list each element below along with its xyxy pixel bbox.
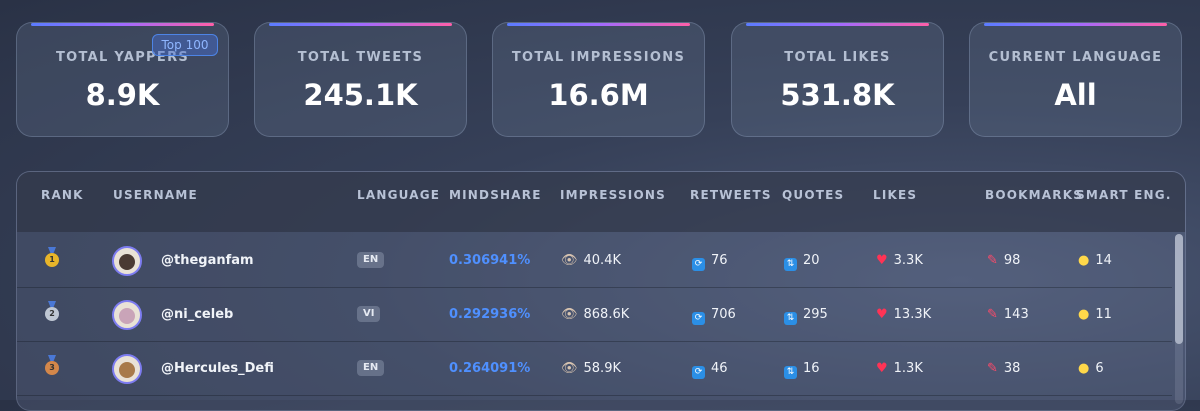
stat-card-current-language: CURRENT LANGUAGE All — [969, 22, 1182, 137]
quote-icon: ⇅ — [784, 366, 797, 379]
pushpin-icon: ✎ — [987, 307, 998, 322]
stat-label: TOTAL TWEETS — [297, 50, 424, 65]
retweet-icon: ⟳ — [692, 366, 705, 379]
stat-card-total-likes: TOTAL LIKES 531.8K — [731, 22, 944, 137]
smart-eng-value: 11 — [1095, 307, 1112, 322]
stat-label: CURRENT LANGUAGE — [988, 50, 1163, 65]
language-badge: EN — [357, 360, 385, 376]
table-row[interactable]: 2 @ni_celeb VI 0.292936% 👁 868.6K ⟳ 706 ⇅ 2… — [17, 288, 1172, 342]
bookmarks-value: 38 — [1003, 361, 1021, 376]
bookmarks-value: 143 — [1003, 307, 1029, 322]
stat-label: TOTAL LIKES — [784, 50, 891, 65]
quote-icon: ⇅ — [784, 258, 797, 271]
avatar[interactable] — [112, 246, 142, 276]
heart-icon: ♥ — [876, 361, 888, 376]
bookmarks-value: 98 — [1003, 253, 1021, 268]
retweets-value: 706 — [711, 307, 736, 322]
eye-icon: 👁 — [561, 361, 578, 376]
avatar[interactable] — [112, 300, 142, 330]
table-row[interactable]: 3 @Hercules_Defi EN 0.264091% 👁 58.9K ⟳ 46… — [17, 342, 1172, 396]
mindshare-value: 0.264091% — [449, 361, 531, 376]
stat-value: All — [1054, 78, 1097, 112]
pushpin-icon: ✎ — [987, 253, 998, 268]
retweets-value: 76 — [711, 253, 728, 268]
stats-bar: TOTAL YAPPERS Top 100 8.9K TOTAL TWEETS … — [16, 22, 1186, 140]
header-likes[interactable]: LIKES — [873, 188, 918, 202]
retweets-value: 46 — [711, 361, 728, 376]
bronze-medal-icon: 3 — [45, 361, 59, 375]
quotes-value: 295 — [803, 307, 828, 322]
header-impressions[interactable]: IMPRESSIONS — [560, 188, 666, 202]
mindshare-value: 0.306941% — [449, 253, 531, 268]
header-retweets[interactable]: RETWEETS — [690, 188, 772, 202]
quotes-value: 16 — [803, 361, 820, 376]
lightbulb-icon: ● — [1078, 253, 1090, 268]
likes-value: 1.3K — [893, 361, 923, 376]
lightbulb-icon: ● — [1078, 307, 1090, 322]
heart-icon: ♥ — [876, 253, 888, 268]
quotes-value: 20 — [803, 253, 820, 268]
table-header: RANK USERNAME LANGUAGE MINDSHARE IMPRESS… — [17, 172, 1185, 232]
heart-icon: ♥ — [876, 307, 888, 322]
stat-card-total-yappers: TOTAL YAPPERS Top 100 8.9K — [16, 22, 229, 137]
username[interactable]: @Hercules_Defi — [161, 361, 274, 376]
likes-value: 3.3K — [893, 253, 923, 268]
gold-medal-icon: 1 — [45, 253, 59, 267]
impressions-value: 868.6K — [583, 307, 630, 322]
header-rank[interactable]: RANK — [41, 188, 84, 202]
eye-icon: 👁 — [561, 253, 578, 268]
retweet-icon: ⟳ — [692, 312, 705, 325]
header-quotes[interactable]: QUOTES — [782, 188, 845, 202]
impressions-value: 40.4K — [583, 253, 621, 268]
stat-card-total-tweets: TOTAL TWEETS 245.1K — [254, 22, 467, 137]
likes-value: 13.3K — [893, 307, 932, 322]
pushpin-icon: ✎ — [987, 361, 998, 376]
stat-label: TOTAL IMPRESSIONS — [511, 50, 686, 65]
retweet-icon: ⟳ — [692, 258, 705, 271]
header-smart-eng[interactable]: SMART ENG. — [1076, 188, 1172, 202]
stat-value: 16.6M — [548, 78, 649, 112]
silver-medal-icon: 2 — [45, 307, 59, 321]
top-100-badge[interactable]: Top 100 — [152, 34, 218, 56]
mindshare-value: 0.292936% — [449, 307, 531, 322]
header-language[interactable]: LANGUAGE — [357, 188, 441, 202]
impressions-value: 58.9K — [583, 361, 621, 376]
header-mindshare[interactable]: MINDSHARE — [449, 188, 542, 202]
quote-icon: ⇅ — [784, 312, 797, 325]
language-badge: EN — [357, 252, 385, 268]
smart-eng-value: 6 — [1095, 361, 1104, 376]
avatar[interactable] — [112, 354, 142, 384]
language-badge: VI — [357, 306, 381, 322]
stat-value: 531.8K — [780, 78, 895, 112]
leaderboard-table: RANK USERNAME LANGUAGE MINDSHARE IMPRESS… — [16, 171, 1186, 411]
table-scrollbar[interactable] — [1175, 234, 1183, 404]
smart-eng-value: 14 — [1095, 253, 1112, 268]
stat-value: 245.1K — [303, 78, 418, 112]
eye-icon: 👁 — [561, 307, 578, 322]
scrollbar-thumb[interactable] — [1175, 234, 1183, 344]
header-bookmarks[interactable]: BOOKMARKS — [985, 188, 1084, 202]
stat-value: 8.9K — [85, 78, 160, 112]
lightbulb-icon: ● — [1078, 361, 1090, 376]
username[interactable]: @theganfam — [161, 253, 254, 268]
header-username[interactable]: USERNAME — [113, 188, 198, 202]
stat-card-total-impressions: TOTAL IMPRESSIONS 16.6M — [492, 22, 705, 137]
table-row[interactable]: 1 @theganfam EN 0.306941% 👁 40.4K ⟳ 76 ⇅ 20… — [17, 234, 1172, 288]
username[interactable]: @ni_celeb — [161, 307, 234, 322]
